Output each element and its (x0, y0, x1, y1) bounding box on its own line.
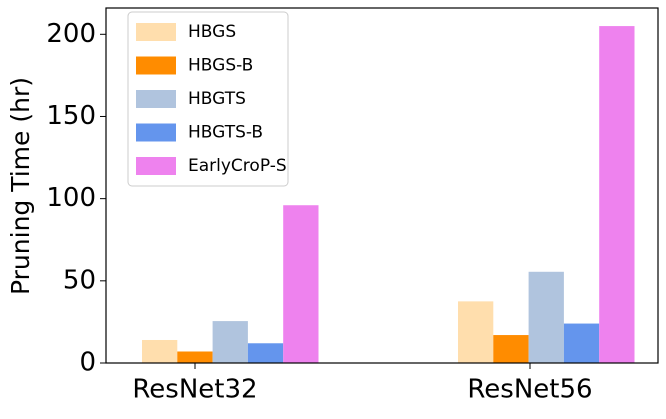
plot-frame (105, 7, 659, 364)
x-tick-label: ResNet32 (132, 375, 257, 405)
legend-swatch (136, 157, 176, 175)
legend-box (127, 11, 289, 187)
y-tick-label: 150 (46, 101, 96, 131)
bar (563, 323, 600, 363)
bar (212, 321, 248, 363)
y-tick-label: 50 (63, 265, 96, 295)
legend-swatch (136, 23, 176, 41)
y-tick-label: 200 (46, 19, 96, 49)
legend-swatch (136, 56, 176, 75)
bar (528, 271, 564, 363)
legend-label: HBGTS (188, 89, 246, 109)
legend-label: HBGTS-B (188, 123, 263, 143)
y-axis-label: Pruning Time (hr) (6, 77, 35, 295)
y-tick-label: 100 (46, 183, 96, 213)
bar (177, 351, 213, 363)
bar (247, 343, 284, 363)
bar (142, 339, 178, 363)
legend-swatch (136, 90, 176, 108)
bar (493, 335, 529, 363)
bar (283, 205, 319, 363)
x-tick-label: ResNet56 (467, 375, 592, 405)
y-tick-label: 0 (79, 348, 96, 378)
legend-swatch (136, 123, 176, 142)
legend-label: HBGS (188, 22, 236, 42)
legend-label: HBGS-B (188, 56, 253, 76)
legend-label: EarlyCroP-S (188, 156, 287, 176)
bar (599, 26, 635, 363)
bar (458, 301, 494, 363)
